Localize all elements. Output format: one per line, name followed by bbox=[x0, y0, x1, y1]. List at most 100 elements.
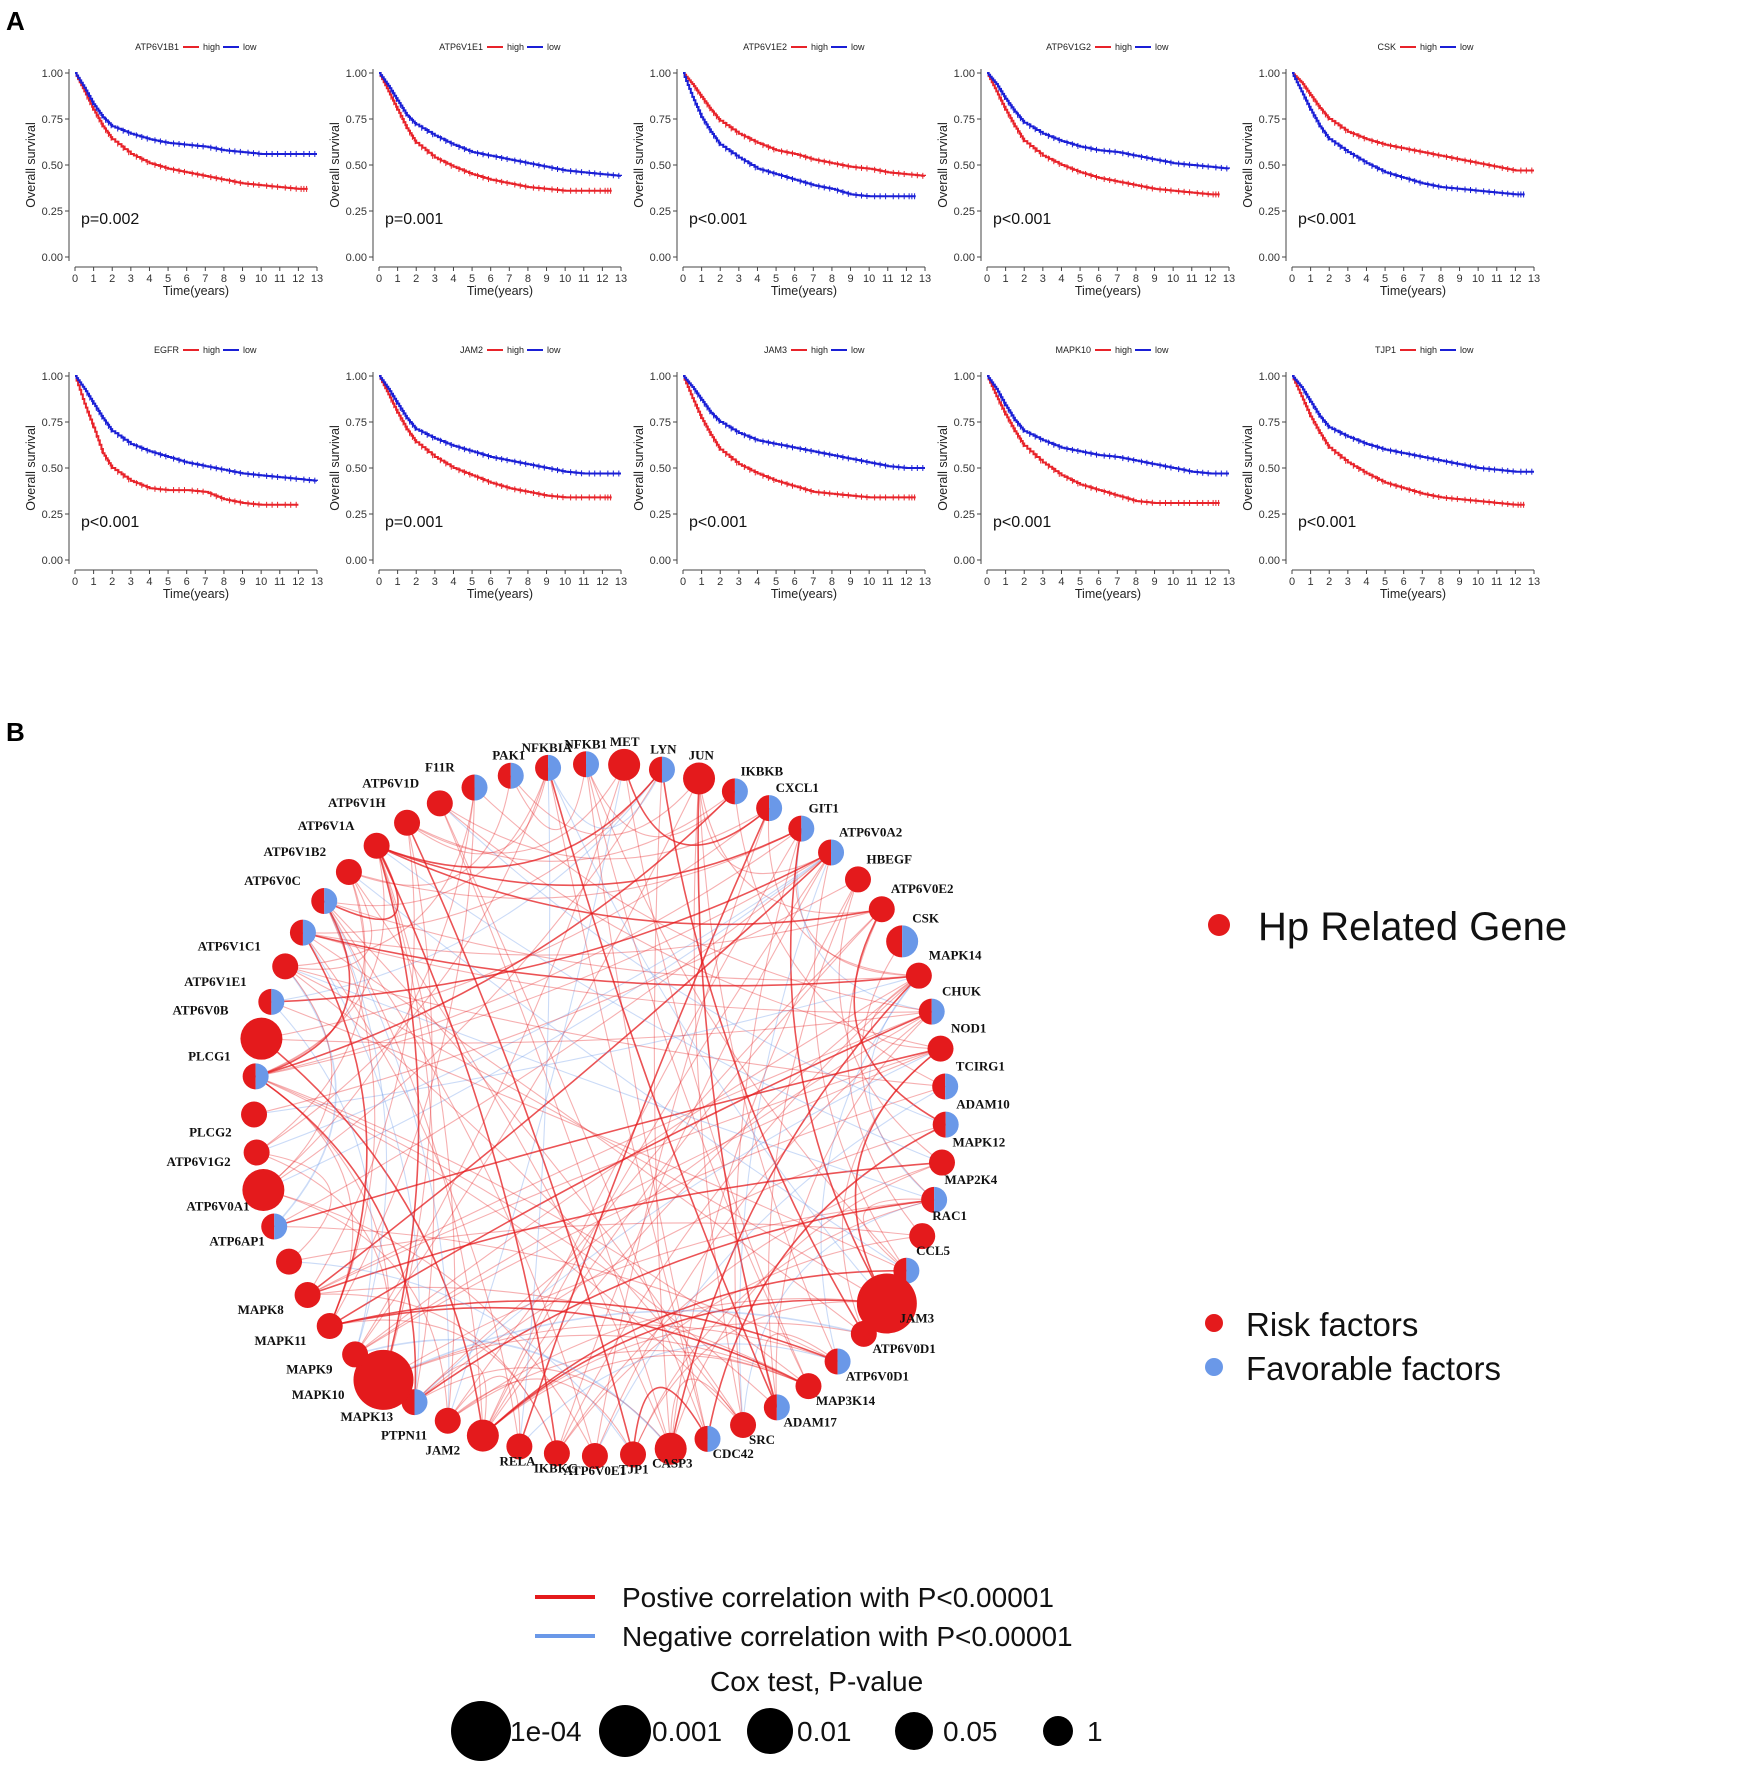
cox-size-label-2: 0.001 bbox=[652, 1716, 722, 1747]
km-y-tick-label: 0.25 bbox=[42, 206, 63, 218]
km-x-tick-label: 6 bbox=[792, 273, 798, 285]
node-label: NFKB1 bbox=[564, 736, 607, 751]
node-label: JAM3 bbox=[900, 1311, 935, 1326]
network-edge-positive bbox=[414, 1199, 935, 1403]
node-label: MAP2K4 bbox=[945, 1172, 998, 1187]
network-edge-positive bbox=[323, 900, 744, 1426]
network-node: NOD1 bbox=[927, 1021, 986, 1062]
km-y-tick-label: 0.75 bbox=[1259, 114, 1280, 126]
km-legend-low-label: low bbox=[243, 42, 257, 52]
node-risk-circle bbox=[241, 1101, 268, 1128]
network-edge-positive bbox=[623, 764, 810, 1387]
network-edge-negative bbox=[547, 767, 888, 1304]
network-edge-positive bbox=[482, 1269, 907, 1437]
node-label: CHUK bbox=[942, 984, 982, 999]
km-curve-high bbox=[1292, 375, 1525, 506]
km-x-tick-label: 0 bbox=[1289, 273, 1295, 285]
network-node: CHUK bbox=[918, 984, 982, 1025]
km-legend-gene: ATP6V1G2 bbox=[1046, 42, 1091, 52]
km-y-tick-label: 1.00 bbox=[1259, 371, 1280, 383]
km-x-tick-label: 6 bbox=[792, 576, 798, 588]
km-y-tick-label: 1.00 bbox=[1259, 68, 1280, 80]
km-x-tick-label: 13 bbox=[1223, 273, 1235, 285]
km-pvalue: p=0.002 bbox=[81, 211, 139, 228]
network-edge-positive bbox=[354, 1048, 941, 1355]
km-x-tick-label: 13 bbox=[919, 576, 931, 588]
km-y-tick-label: 0.50 bbox=[1259, 463, 1280, 475]
node-risk-circle bbox=[795, 1373, 822, 1400]
km-x-axis-title: Time(years) bbox=[1380, 587, 1446, 601]
km-x-tick-label: 12 bbox=[900, 576, 912, 588]
node-label: HBEGF bbox=[867, 851, 913, 866]
km-x-tick-label: 7 bbox=[202, 273, 208, 285]
km-curve-low bbox=[683, 375, 925, 469]
km-legend-low-label: low bbox=[1155, 42, 1169, 52]
network-edge-positive bbox=[307, 1048, 941, 1296]
node-favorable-half bbox=[586, 751, 600, 778]
km-x-tick-label: 9 bbox=[1151, 576, 1157, 588]
node-label: ATP6V1G2 bbox=[167, 1154, 231, 1169]
cox-size-dot-5 bbox=[1043, 1716, 1073, 1746]
km-x-tick-label: 1 bbox=[395, 273, 401, 285]
km-x-tick-label: 11 bbox=[1491, 273, 1502, 285]
node-risk-half bbox=[261, 1213, 275, 1240]
km-x-tick-label: 13 bbox=[1223, 576, 1235, 588]
km-plot-atp6v1e1: ATP6V1E1 high low 0.00 0.25 0.50 0.75 1.00 0 1 2 3 4… bbox=[328, 42, 627, 298]
network-edge-negative bbox=[383, 1309, 864, 1381]
km-y-tick-label: 0.00 bbox=[1259, 252, 1280, 264]
km-x-tick-label: 0 bbox=[376, 576, 382, 588]
network-edge-positive bbox=[274, 1225, 838, 1362]
km-x-tick-label: 4 bbox=[1363, 576, 1369, 588]
node-label: ATP6V0A1 bbox=[186, 1199, 249, 1214]
node-risk-circle bbox=[730, 1412, 757, 1439]
network-edge-positive bbox=[693, 778, 744, 1426]
network-edge-negative bbox=[738, 852, 832, 1426]
km-y-tick-label: 0.25 bbox=[1259, 206, 1280, 218]
network-edge-positive bbox=[307, 1286, 809, 1387]
km-x-tick-label: 10 bbox=[1167, 576, 1179, 588]
network-edge-positive bbox=[255, 790, 736, 1078]
network-edge-positive bbox=[447, 1298, 887, 1422]
network-edge-positive bbox=[439, 803, 672, 1449]
network-edge-positive bbox=[510, 764, 587, 831]
network-edge-positive bbox=[348, 828, 802, 899]
network-node: NFKB1 bbox=[564, 736, 607, 778]
node-risk-circle bbox=[353, 1349, 414, 1410]
km-curve-low bbox=[683, 72, 916, 198]
km-curve-high bbox=[987, 375, 1220, 504]
km-x-tick-label: 2 bbox=[1326, 576, 1332, 588]
node-risk-half bbox=[573, 751, 587, 778]
km-plot-csk: CSK high low 0.00 0.25 0.50 0.75 1.00 0 1 2 3 4 5 6 7 8 9… bbox=[1241, 42, 1540, 298]
network-node: ATP6V1E1 bbox=[184, 974, 285, 1015]
network-edge-positive bbox=[273, 851, 832, 1227]
km-x-tick-label: 2 bbox=[717, 273, 723, 285]
network-edge-positive bbox=[323, 900, 484, 1436]
node-risk-circle bbox=[543, 1440, 570, 1467]
network-edge-positive bbox=[482, 828, 802, 1436]
network-node: IKBKB bbox=[721, 763, 784, 805]
node-risk-half bbox=[932, 1111, 946, 1138]
node-label: ATP6V1A bbox=[298, 818, 355, 833]
node-label: PAK1 bbox=[492, 748, 525, 763]
node-risk-half bbox=[535, 754, 549, 781]
node-label: MAPK13 bbox=[340, 1409, 393, 1424]
km-y-axis-title: Overall survival bbox=[632, 122, 646, 207]
network-node: MAPK9 bbox=[286, 1341, 369, 1376]
network-edge-positive bbox=[414, 1362, 487, 1436]
km-legend-high-label: high bbox=[1115, 42, 1132, 52]
node-label: ADAM10 bbox=[956, 1097, 1009, 1112]
network-edge-positive bbox=[302, 932, 520, 1447]
network-edge-positive bbox=[585, 764, 809, 1387]
km-y-tick-label: 0.50 bbox=[954, 463, 975, 475]
network-edge-positive bbox=[764, 1333, 838, 1408]
node-risk-circle bbox=[316, 1313, 343, 1340]
network-edge-positive bbox=[547, 767, 709, 1440]
network-edge-positive bbox=[632, 1301, 887, 1455]
km-legend-high-label: high bbox=[203, 345, 220, 355]
network-edge-positive bbox=[375, 845, 420, 1381]
risk-legend-label: Risk factors bbox=[1246, 1306, 1418, 1343]
network-edge-negative bbox=[518, 767, 551, 1447]
node-risk-circle bbox=[581, 1442, 608, 1469]
